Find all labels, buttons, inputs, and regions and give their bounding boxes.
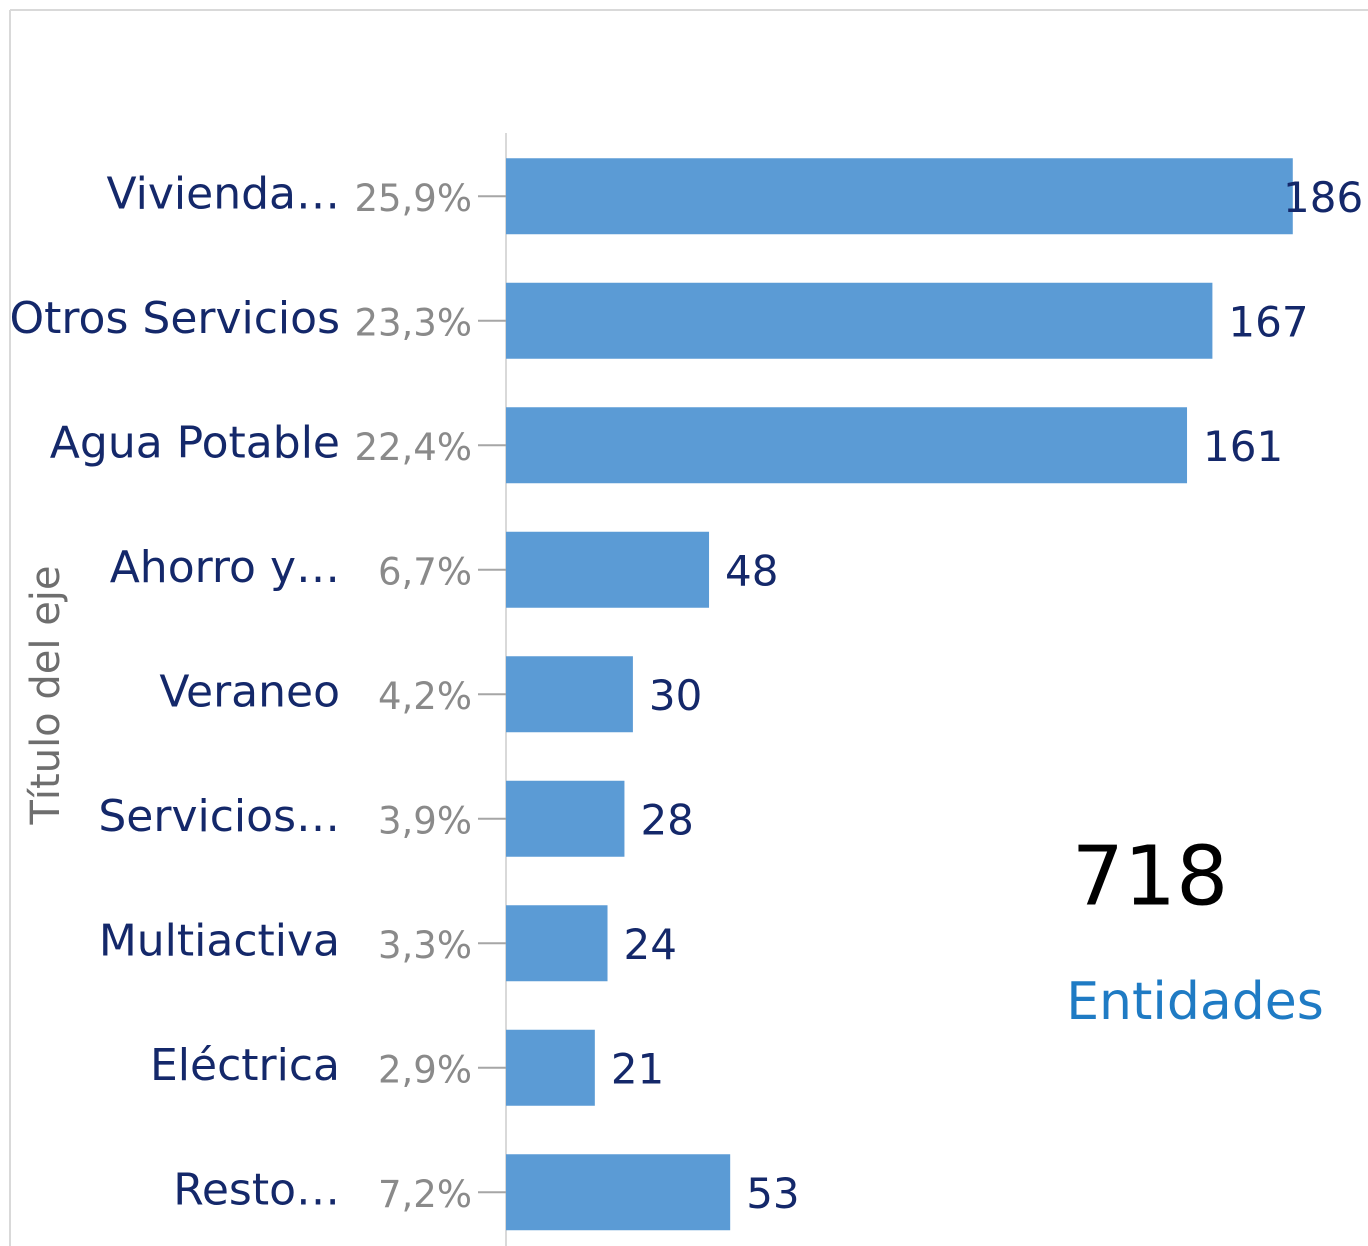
bar xyxy=(506,531,710,608)
percent-label: 6,7% xyxy=(378,550,472,593)
category-label: Servicios… xyxy=(98,791,340,842)
value-label: 28 xyxy=(640,795,693,844)
category-label: Veraneo xyxy=(159,666,340,717)
percent-label: 4,2% xyxy=(378,675,472,718)
bar xyxy=(506,407,1188,484)
bar xyxy=(506,780,625,857)
value-label: 167 xyxy=(1228,297,1308,346)
percent-label: 2,9% xyxy=(378,1048,472,1091)
category-label: Resto… xyxy=(173,1164,340,1215)
bar xyxy=(506,656,633,733)
bar xyxy=(506,1154,731,1231)
percent-label: 25,9% xyxy=(354,177,472,220)
percent-label: 23,3% xyxy=(354,301,472,344)
value-label: 30 xyxy=(649,671,702,720)
category-label: Multiactiva xyxy=(99,915,340,966)
category-label: Agua Potable xyxy=(50,417,340,468)
total-label: Entidades xyxy=(1066,972,1324,1032)
value-label: 186 xyxy=(1283,173,1363,222)
bar xyxy=(506,905,608,982)
category-label: Otros Servicios xyxy=(10,293,340,344)
axis-title: Título del eje xyxy=(23,565,69,825)
percent-label: 3,3% xyxy=(378,924,472,967)
value-label: 21 xyxy=(611,1044,664,1093)
category-label: Vivienda… xyxy=(107,168,340,219)
percent-label: 3,9% xyxy=(378,799,472,842)
bar xyxy=(506,158,1293,235)
value-label: 161 xyxy=(1203,422,1283,471)
bar xyxy=(506,1029,595,1106)
category-label: Eléctrica xyxy=(150,1040,340,1091)
percent-label: 22,4% xyxy=(354,426,472,469)
category-label: Ahorro y… xyxy=(110,542,340,593)
value-label: 53 xyxy=(746,1169,799,1218)
total-value: 718 xyxy=(1072,829,1229,924)
value-label: 48 xyxy=(725,546,778,595)
percent-label: 7,2% xyxy=(378,1173,472,1216)
value-label: 24 xyxy=(624,920,677,969)
bar xyxy=(506,282,1213,359)
